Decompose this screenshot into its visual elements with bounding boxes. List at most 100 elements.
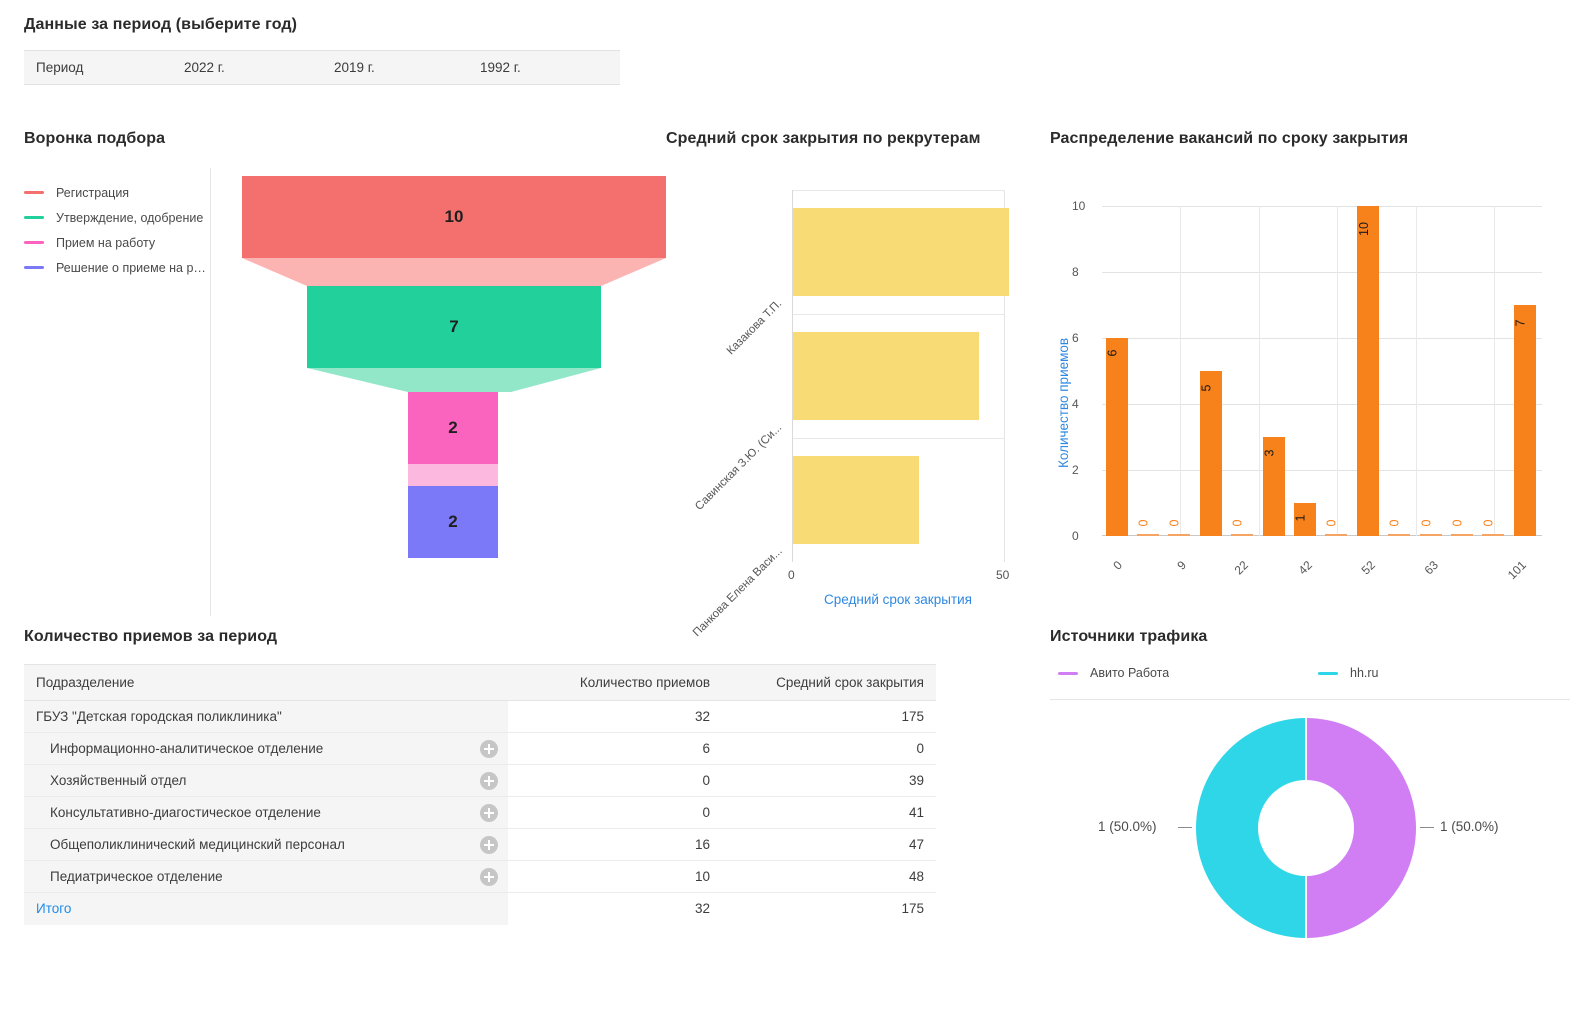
distribution-xtick-0: 0	[1110, 558, 1125, 573]
recruiters-bar-kazakova[interactable]	[793, 208, 1009, 296]
total-avg-days-value: 175	[901, 901, 924, 917]
row-label: Консультативно-диагостическое отделение	[50, 805, 321, 820]
distribution-bar-1[interactable]	[1137, 534, 1159, 536]
row-label: Информационно-аналитическое отделение	[50, 741, 324, 756]
traffic-title: Источники трафика	[1050, 628, 1208, 645]
donut-center-hole	[1258, 780, 1354, 876]
row-label: Хозяйственный отдел	[50, 773, 187, 788]
traffic-legend-label-0: Авито Работа	[1090, 666, 1170, 680]
distribution-ytick-10: 10	[1072, 199, 1086, 213]
row-hires-value: 16	[508, 828, 722, 861]
expand-plus-icon[interactable]	[480, 835, 498, 854]
total-label-cell: Итого	[24, 892, 508, 925]
hires-table-panel: Количество приемов за период Подразделен…	[24, 628, 936, 925]
period-option-1992[interactable]: 1992 г.	[480, 60, 521, 75]
table-row[interactable]: Педиатрическое отделение 10 48	[24, 860, 936, 893]
column-header-department[interactable]: Подразделение	[24, 664, 508, 701]
funnel-segment-hiring[interactable]: 2	[408, 392, 498, 464]
funnel-segment-approval[interactable]: 7	[307, 286, 601, 368]
distribution-value-5: 3	[1262, 449, 1277, 457]
recruiters-bar-savinskaya[interactable]	[793, 332, 979, 420]
distribution-body: Количество приемов 10 8 6 4 2 0	[1050, 168, 1570, 598]
distribution-value-7: 0	[1324, 519, 1339, 527]
funnel-legend-item-decision[interactable]: Решение о приеме на раб...	[24, 255, 210, 280]
funnel-segment-decision[interactable]: 2	[408, 486, 498, 558]
row-label: ГБУЗ "Детская городская поликлиника"	[36, 709, 282, 724]
donut-leader-right	[1420, 827, 1434, 828]
distribution-bar-0[interactable]	[1106, 338, 1128, 536]
distribution-gridline-6	[1102, 338, 1542, 339]
distribution-value-8: 10	[1356, 222, 1371, 236]
table-row[interactable]: Хозяйственный отдел 0 39	[24, 764, 936, 797]
distribution-bar-6[interactable]	[1294, 503, 1316, 536]
distribution-xtick-52: 52	[1358, 558, 1378, 578]
traffic-donut-chart[interactable]	[1196, 718, 1416, 938]
expand-plus-icon[interactable]	[480, 771, 498, 790]
funnel-legend-item-hiring[interactable]: Прием на работу	[24, 230, 210, 255]
row-avg-days-value: 0	[722, 732, 936, 765]
traffic-legend-item-hhru[interactable]: hh.ru	[1318, 666, 1379, 680]
traffic-legend-item-avito[interactable]: Авито Работа	[1058, 666, 1169, 680]
distribution-bar-9[interactable]	[1388, 534, 1410, 536]
distribution-value-9: 0	[1387, 519, 1402, 527]
distribution-gridline-2	[1102, 470, 1542, 471]
period-selector-block: Данные за период (выберите год) Период 2…	[24, 16, 624, 85]
table-row[interactable]: Консультативно-диагостическое отделение …	[24, 796, 936, 829]
period-row-label: Период	[36, 60, 84, 75]
donut-leader-left	[1178, 827, 1192, 828]
recruiters-xaxis-title: Средний срок закрытия	[824, 592, 972, 607]
distribution-gridline-10	[1102, 206, 1542, 207]
funnel-legend-label-2: Прием на работу	[56, 235, 156, 250]
distribution-bar-10[interactable]	[1420, 534, 1442, 536]
row-department-name: Общеполиклинический медицинский персонал	[24, 828, 508, 861]
funnel-value-decision: 2	[448, 512, 458, 531]
period-option-2022[interactable]: 2022 г.	[184, 60, 225, 75]
distribution-bar-12[interactable]	[1482, 534, 1504, 536]
column-header-avg-days[interactable]: Средний срок закрытия	[722, 664, 936, 701]
column-header-hires[interactable]: Количество приемов	[508, 664, 722, 701]
recruiters-xtick-50: 50	[996, 568, 1010, 582]
legend-color-swatch-decision	[24, 266, 44, 269]
distribution-bar-3[interactable]	[1200, 371, 1222, 536]
period-selector-table[interactable]: Период 2022 г. 2019 г. 1992 г.	[24, 50, 620, 85]
distribution-bar-8[interactable]	[1357, 206, 1379, 536]
period-option-2019[interactable]: 2019 г.	[334, 60, 375, 75]
distribution-value-1: 0	[1136, 519, 1151, 527]
table-row[interactable]: Общеполиклинический медицинский персонал…	[24, 828, 936, 861]
row-avg-days-value: 41	[722, 796, 936, 829]
distribution-vgrid-4	[1416, 206, 1417, 536]
funnel-legend-item-registration[interactable]: Регистрация	[24, 180, 210, 205]
funnel-legend-label-0: Регистрация	[56, 185, 130, 200]
funnel-legend-item-approval[interactable]: Утверждение, одобрение	[24, 205, 210, 230]
distribution-bar-7[interactable]	[1325, 534, 1347, 536]
distribution-bar-4[interactable]	[1231, 534, 1253, 536]
expand-plus-icon[interactable]	[480, 867, 498, 886]
recruiters-title: Средний срок закрытия по рекрутерам	[666, 130, 981, 147]
recruiters-body: Казакова Т.П. Савинская З.Ю. (Си... Панк…	[666, 168, 1036, 640]
table-row[interactable]: ГБУЗ "Детская городская поликлиника" 32 …	[24, 700, 936, 733]
recruiters-gridline-row-2	[793, 314, 1005, 315]
recruiters-category-label-2: Панкова Елена Васи...	[690, 545, 785, 640]
expand-plus-icon[interactable]	[480, 739, 498, 758]
recruiters-bar-pankova[interactable]	[793, 456, 919, 544]
funnel-segment-registration[interactable]: 10	[242, 176, 666, 258]
table-header-row: Подразделение Количество приемов Средний…	[24, 664, 936, 701]
distribution-value-11: 0	[1450, 519, 1465, 527]
distribution-xtick-22: 22	[1231, 558, 1251, 578]
distribution-bar-2[interactable]	[1168, 534, 1190, 536]
distribution-bar-5[interactable]	[1263, 437, 1285, 536]
period-row: Период 2022 г. 2019 г. 1992 г.	[24, 51, 620, 85]
recruiters-xtick-0: 0	[788, 568, 795, 582]
funnel-panel: Воронка подбора Регистрация Утверждение,…	[24, 130, 666, 618]
table-total-row[interactable]: Итого 32 175	[24, 892, 936, 925]
distribution-xtick-9: 9	[1174, 558, 1189, 573]
funnel-connector-1	[242, 258, 666, 286]
distribution-gridline-8	[1102, 272, 1542, 273]
funnel-value-approval: 7	[449, 317, 459, 336]
distribution-bar-13[interactable]	[1514, 305, 1536, 536]
table-row[interactable]: Информационно-аналитическое отделение 6 …	[24, 732, 936, 765]
expand-plus-icon[interactable]	[480, 803, 498, 822]
distribution-bar-11[interactable]	[1451, 534, 1473, 536]
row-label: Педиатрическое отделение	[50, 869, 223, 884]
